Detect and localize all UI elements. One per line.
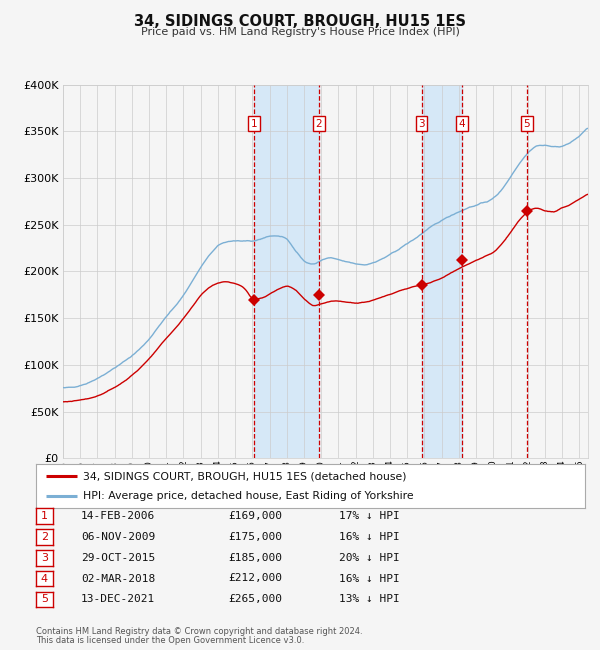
Text: 1: 1 — [251, 119, 258, 129]
Text: 29-OCT-2015: 29-OCT-2015 — [81, 552, 155, 563]
Text: 34, SIDINGS COURT, BROUGH, HU15 1ES: 34, SIDINGS COURT, BROUGH, HU15 1ES — [134, 14, 466, 29]
Text: This data is licensed under the Open Government Licence v3.0.: This data is licensed under the Open Gov… — [36, 636, 304, 645]
Text: 34, SIDINGS COURT, BROUGH, HU15 1ES (detached house): 34, SIDINGS COURT, BROUGH, HU15 1ES (det… — [83, 471, 406, 481]
Text: 16% ↓ HPI: 16% ↓ HPI — [339, 532, 400, 542]
Text: £169,000: £169,000 — [228, 511, 282, 521]
Text: 2: 2 — [41, 532, 48, 542]
Text: 16% ↓ HPI: 16% ↓ HPI — [339, 573, 400, 584]
Text: £185,000: £185,000 — [228, 552, 282, 563]
Text: £212,000: £212,000 — [228, 573, 282, 584]
Text: 13-DEC-2021: 13-DEC-2021 — [81, 594, 155, 604]
Text: 5: 5 — [41, 594, 48, 604]
Text: 17% ↓ HPI: 17% ↓ HPI — [339, 511, 400, 521]
Text: 1: 1 — [41, 511, 48, 521]
Text: 06-NOV-2009: 06-NOV-2009 — [81, 532, 155, 542]
Text: Price paid vs. HM Land Registry's House Price Index (HPI): Price paid vs. HM Land Registry's House … — [140, 27, 460, 37]
Text: 20% ↓ HPI: 20% ↓ HPI — [339, 552, 400, 563]
Text: Contains HM Land Registry data © Crown copyright and database right 2024.: Contains HM Land Registry data © Crown c… — [36, 627, 362, 636]
Text: 3: 3 — [418, 119, 425, 129]
Text: 4: 4 — [41, 573, 48, 584]
Text: 5: 5 — [524, 119, 530, 129]
Text: 13% ↓ HPI: 13% ↓ HPI — [339, 594, 400, 604]
Text: 14-FEB-2006: 14-FEB-2006 — [81, 511, 155, 521]
Text: 3: 3 — [41, 552, 48, 563]
Text: HPI: Average price, detached house, East Riding of Yorkshire: HPI: Average price, detached house, East… — [83, 491, 413, 501]
Text: 02-MAR-2018: 02-MAR-2018 — [81, 573, 155, 584]
Text: 2: 2 — [316, 119, 322, 129]
Text: £175,000: £175,000 — [228, 532, 282, 542]
Text: £265,000: £265,000 — [228, 594, 282, 604]
Text: 4: 4 — [458, 119, 465, 129]
Bar — [254, 84, 319, 458]
Bar — [422, 84, 462, 458]
